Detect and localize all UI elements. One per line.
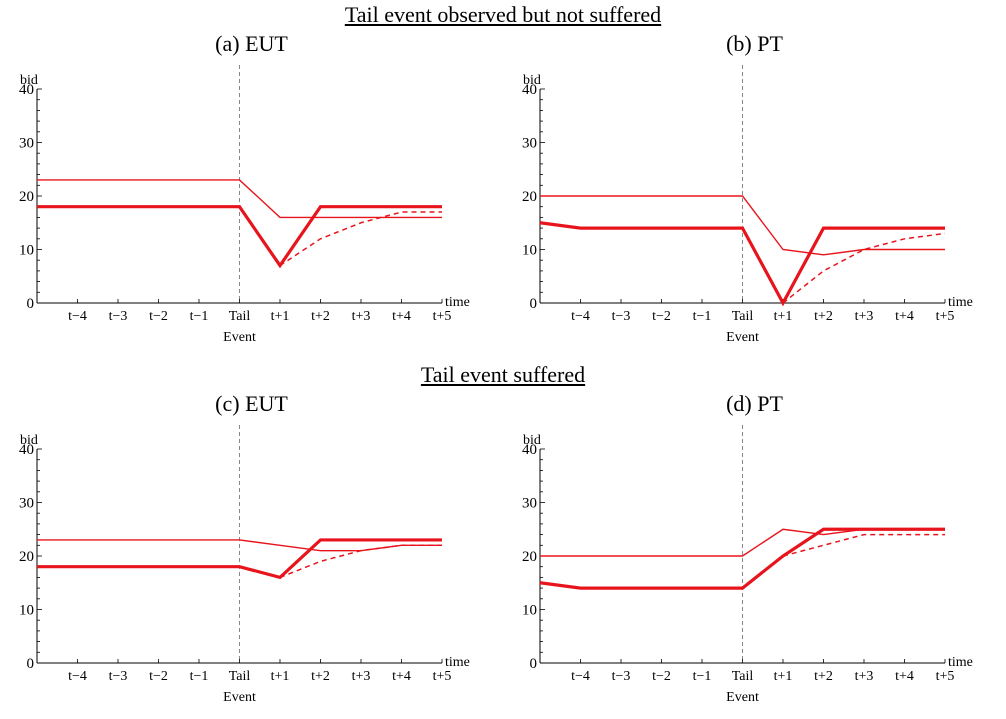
x-tick-label: t+3: [855, 309, 874, 324]
y-tick-label: 40: [19, 442, 34, 458]
section-title-observed: Tail event observed but not suffered: [344, 2, 662, 27]
x-tick-label: t−3: [612, 669, 631, 684]
y-tick-label: 20: [522, 549, 537, 565]
y-axis-label: bid: [523, 433, 541, 448]
x-tick-label: t+2: [311, 309, 330, 324]
series-line-thick: [37, 205, 442, 269]
x-tick-label: t−4: [68, 669, 87, 684]
x-tick-label: t+3: [352, 309, 371, 324]
chart-title: (b) PT: [726, 31, 783, 56]
x-tick-label: t−4: [571, 669, 590, 684]
x-tick-label: t−2: [652, 309, 671, 324]
chart-d-svg: 0 10 20 30 40 t−4 t−3 t−2 t−1 Tail t+1 t+2 t+3 t+4 t+5…: [522, 425, 973, 705]
y-axis-label: bid: [523, 73, 541, 88]
series-line-thick: [539, 221, 945, 307]
x-tick-label: t+3: [352, 669, 371, 684]
y-tick-label: 30: [19, 136, 34, 152]
x-tick-label: t+1: [774, 309, 793, 324]
y-tick-label: 10: [522, 603, 537, 619]
chart-panel-a: (a) EUT 0 10 20 30 40 t−4 t−3 t−2 t−1 Tail t+1 t+2 t…: [0, 31, 503, 345]
y-tick-label: 10: [19, 603, 34, 619]
chart-panel-c: (c) EUT 0 10 20 30 40 t−4 t−3 t−2 t−1 Tail t+1 t+2 t…: [0, 391, 503, 705]
y-axis-label: bid: [20, 433, 38, 448]
y-tick-label: 20: [19, 189, 34, 205]
x-tick-label: t+3: [855, 669, 874, 684]
chart-a-svg: 0 10 20 30 40 t−4 t−3 t−2 t−1 Tail t+1 t+2 t+3 t+4 t+5…: [19, 65, 470, 345]
x-axis-label: time: [445, 295, 470, 310]
x-axis-label: time: [948, 295, 973, 310]
x-tick-label: Tail: [229, 669, 251, 684]
series-line-thin: [37, 179, 442, 219]
series-line-thin: [540, 195, 945, 256]
y-tick-label: 20: [522, 189, 537, 205]
x-tick-label: t+4: [392, 309, 411, 324]
chart-title: (c) EUT: [215, 391, 288, 416]
series-line-thick: [37, 538, 442, 580]
x-tick-label: t−1: [693, 669, 712, 684]
chart-b-svg: 0 10 20 30 40 t−4 t−3 t−2 t−1 Tail t+1 t+2 t+3 t+4 t+5…: [522, 65, 973, 345]
series-line-dashed: [279, 211, 442, 267]
event-label: Event: [223, 330, 256, 345]
y-tick-label: 0: [27, 656, 35, 672]
event-label: Event: [726, 690, 759, 705]
chart-title: (a) EUT: [215, 31, 288, 56]
x-tick-label: t−3: [109, 309, 128, 324]
series-line-dashed: [782, 533, 945, 557]
y-tick-label: 30: [19, 496, 34, 512]
y-tick-label: 0: [27, 296, 35, 312]
chart-title: (d) PT: [726, 391, 783, 416]
x-tick-label: t+5: [433, 309, 452, 324]
x-tick-label: Tail: [732, 669, 754, 684]
x-tick-label: t+1: [271, 669, 290, 684]
y-tick-label: 30: [522, 496, 537, 512]
y-tick-label: 0: [530, 656, 538, 672]
x-tick-label: t+4: [895, 669, 914, 684]
section-title-suffered: Tail event suffered: [420, 362, 586, 387]
x-tick-label: t+2: [311, 669, 330, 684]
chart-panel-b: (b) PT 0 10 20 30 40 t−4 t−3 t−2 t−1 Tail t+1 t+2 t+…: [503, 31, 1006, 345]
y-tick-label: 20: [19, 549, 34, 565]
y-tick-label: 40: [522, 442, 537, 458]
x-tick-label: t−1: [693, 309, 712, 324]
x-tick-label: t+4: [895, 309, 914, 324]
x-tick-label: t−4: [68, 309, 87, 324]
event-label: Event: [726, 330, 759, 345]
x-tick-label: t−2: [149, 309, 168, 324]
x-tick-label: t+5: [936, 309, 955, 324]
series-line-thin: [540, 528, 945, 557]
x-tick-label: t−2: [149, 669, 168, 684]
y-tick-label: 0: [530, 296, 538, 312]
x-tick-label: t+2: [814, 309, 833, 324]
x-tick-label: t−3: [109, 669, 128, 684]
series-line-dashed: [782, 232, 946, 304]
chart-c-svg: 0 10 20 30 40 t−4 t−3 t−2 t−1 Tail t+1 t+2 t+3 t+4 t+5…: [19, 425, 470, 705]
x-tick-label: Tail: [732, 309, 754, 324]
x-tick-label: t+5: [433, 669, 452, 684]
y-tick-label: 10: [19, 243, 34, 259]
x-tick-label: t−3: [612, 309, 631, 324]
y-axis-label: bid: [20, 73, 38, 88]
x-axis-label: time: [948, 655, 973, 670]
x-tick-label: t−2: [652, 669, 671, 684]
chart-panel-d: (d) PT 0 10 20 30 40 t−4 t−3 t−2 t−1 Tail t+1 t+2 t+…: [503, 391, 1006, 705]
series-line-dashed: [279, 544, 442, 579]
x-tick-label: Tail: [229, 309, 251, 324]
x-tick-label: t+1: [271, 309, 290, 324]
x-tick-label: t+2: [814, 669, 833, 684]
x-axis-label: time: [445, 655, 470, 670]
x-tick-label: t−1: [190, 309, 209, 324]
x-tick-label: t−4: [571, 309, 590, 324]
y-tick-label: 40: [522, 82, 537, 98]
y-tick-label: 10: [522, 243, 537, 259]
x-tick-label: t−1: [190, 669, 209, 684]
y-tick-label: 40: [19, 82, 34, 98]
x-tick-label: t+4: [392, 669, 411, 684]
x-tick-label: t+5: [936, 669, 955, 684]
x-tick-label: t+1: [774, 669, 793, 684]
event-label: Event: [223, 690, 256, 705]
y-tick-label: 30: [522, 136, 537, 152]
